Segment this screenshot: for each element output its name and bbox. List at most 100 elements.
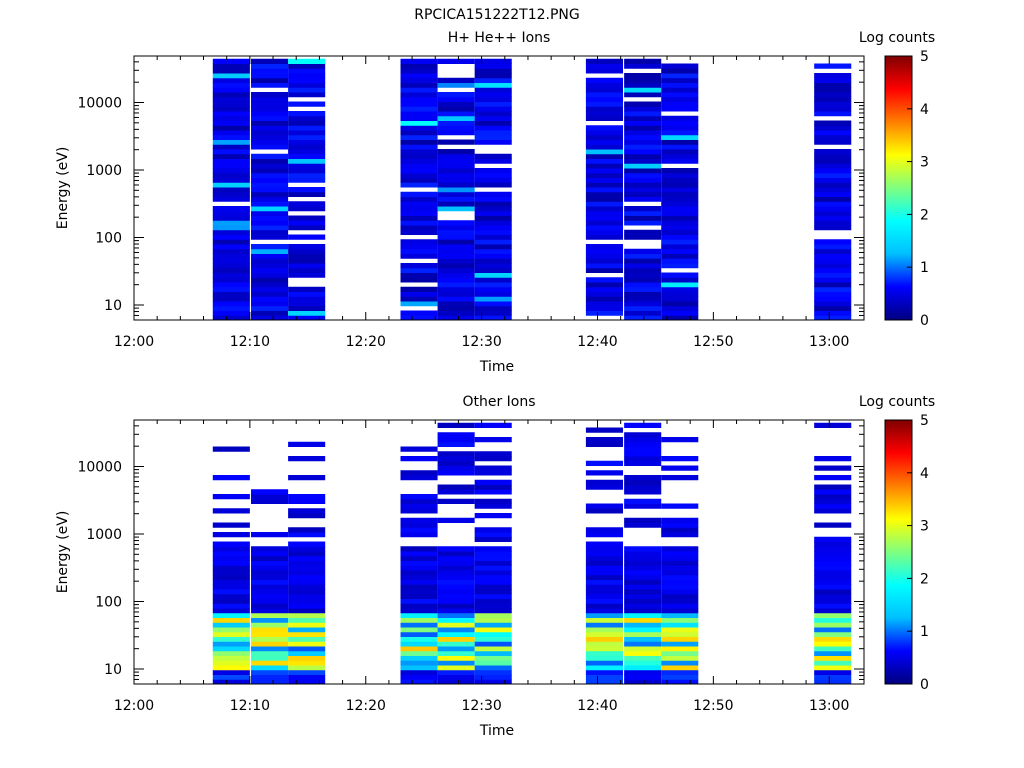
heatmap-cell [661,87,699,93]
heatmap-cell [400,560,438,566]
heatmap-cell [624,106,662,112]
heatmap-cell [474,191,512,197]
heatmap-cell [814,63,852,69]
heatmap-cell [585,603,623,609]
heatmap-cell [288,77,326,83]
heatmap-cell [814,296,852,302]
heatmap-cell [814,503,852,509]
heatmap-cell [624,139,662,145]
heatmap-cell [474,125,512,131]
heatmap-cell [212,272,250,278]
heatmap-cell [661,546,699,552]
heatmap-cell [288,286,326,292]
heatmap-cell [624,111,662,117]
heatmap-cell [474,456,512,462]
heatmap-cell [400,593,438,599]
heatmap-cell [400,201,438,207]
heatmap-cell [437,451,475,457]
heatmap-cell [437,153,475,159]
heatmap-cell [814,655,852,661]
heatmap-cell [814,598,852,604]
heatmap-cell [251,272,289,278]
x-tick-label: 13:00 [809,334,849,350]
heatmap-cell [814,646,852,652]
heatmap-cell [661,475,699,481]
heatmap-cell [474,579,512,585]
heatmap-cell [212,139,250,145]
heatmap-cell [624,172,662,178]
heatmap-cell [437,517,475,523]
heatmap-cell [624,296,662,302]
heatmap-cell [212,546,250,552]
heatmap-cell [624,603,662,609]
heatmap-cell [624,608,662,614]
heatmap-cell [437,296,475,302]
heatmap-cell [400,498,438,504]
heatmap-cell [474,77,512,83]
y-tick-label: 10000 [77,460,122,476]
heatmap-cell [814,187,852,193]
heatmap-cell [474,96,512,102]
heatmap-cell [661,560,699,566]
heatmap-cell [585,168,623,174]
heatmap-cell [814,617,852,623]
heatmap-cell [400,446,438,452]
heatmap-cell [212,239,250,245]
heatmap-cell [585,58,623,64]
heatmap-cell [251,153,289,159]
colorbar-tick-label: 0 [920,313,929,329]
heatmap-cell [661,584,699,590]
heatmap-cell [474,560,512,566]
heatmap-cell [624,551,662,557]
heatmap-cell [661,310,699,316]
heatmap-cell [437,248,475,254]
heatmap-cell [288,669,326,675]
heatmap-cell [624,120,662,126]
heatmap-cell [814,130,852,136]
heatmap-cell [437,301,475,307]
heatmap-cell [251,263,289,269]
heatmap-cell [814,125,852,131]
heatmap-cell [288,206,326,212]
heatmap-cell [585,191,623,197]
heatmap-cell [288,258,326,264]
heatmap-cell [212,120,250,126]
heatmap-cell [437,674,475,680]
heatmap-cell [251,163,289,169]
heatmap-cell [400,646,438,652]
heatmap-cell [474,277,512,283]
heatmap-cell [437,201,475,207]
heatmap-cell [624,484,662,490]
heatmap-cell [585,286,623,292]
heatmap-cell [474,422,512,428]
heatmap-cell [288,68,326,74]
heatmap-cell [474,513,512,519]
heatmap-cell [437,139,475,145]
heatmap-cell [251,560,289,566]
heatmap-cell [661,191,699,197]
heatmap-cell [661,315,699,321]
heatmap-cell [212,603,250,609]
heatmap-cell [212,574,250,580]
heatmap-cell [212,73,250,79]
heatmap-cell [288,301,326,307]
heatmap-cell [437,627,475,633]
heatmap-cell [251,679,289,685]
heatmap-cell [474,627,512,633]
heatmap-cell [474,215,512,221]
heatmap-cell [814,612,852,618]
heatmap-cell [288,187,326,193]
heatmap-cell [437,484,475,490]
heatmap-cell [624,650,662,656]
heatmap-cell [437,225,475,231]
heatmap-cell [474,617,512,623]
heatmap-cell [212,286,250,292]
heatmap-cell [814,579,852,585]
heatmap-cell [585,641,623,647]
y-tick-label: 100 [95,595,122,611]
heatmap-cell [400,163,438,169]
heatmap-cell [661,215,699,221]
heatmap-cell [624,267,662,273]
heatmap-cell [212,187,250,193]
heatmap-cell [251,96,289,102]
